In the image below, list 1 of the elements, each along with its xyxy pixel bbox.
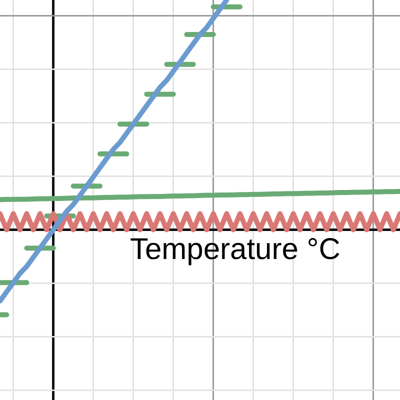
x-axis-title: Temperature °C (130, 232, 340, 268)
